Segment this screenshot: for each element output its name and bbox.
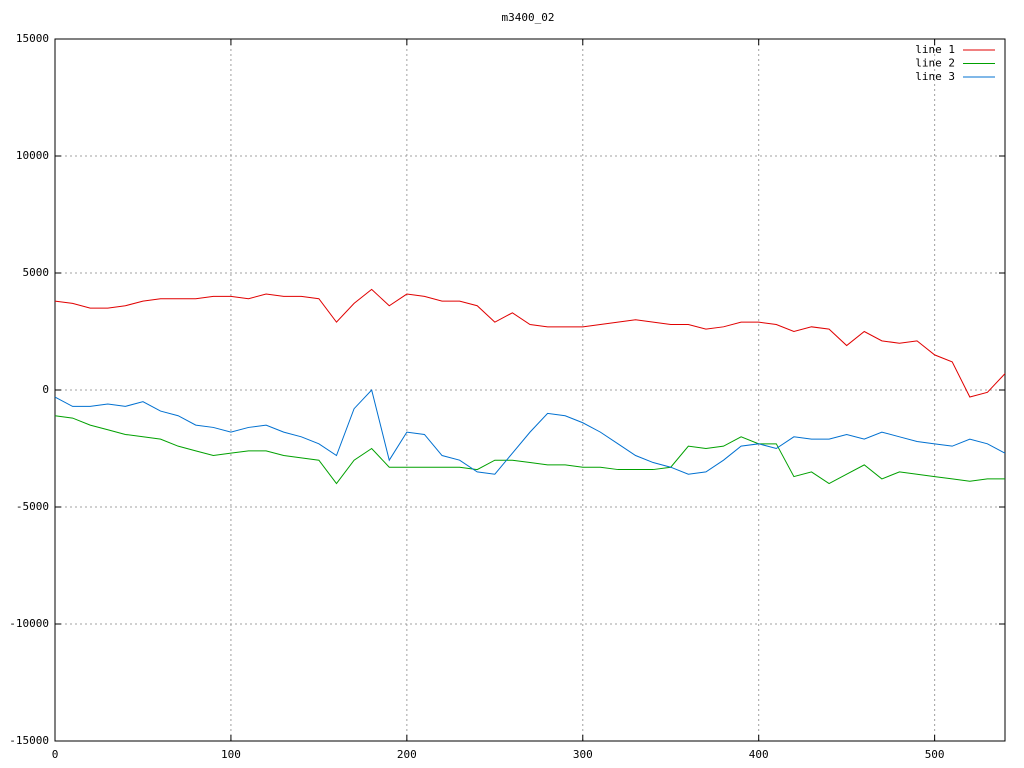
chart-title: m3400_02 bbox=[502, 11, 555, 24]
x-tick-label: 100 bbox=[221, 748, 241, 761]
y-tick-label: -5000 bbox=[16, 500, 49, 513]
x-tick-label: 300 bbox=[573, 748, 593, 761]
x-tick-label: 0 bbox=[52, 748, 59, 761]
legend-label: line 1 bbox=[915, 43, 955, 56]
x-tick-label: 200 bbox=[397, 748, 417, 761]
data-line bbox=[54, 288, 1006, 398]
data-line bbox=[54, 388, 1006, 475]
x-tick-label: 500 bbox=[925, 748, 945, 761]
y-tick-label: -15000 bbox=[9, 734, 49, 747]
y-tick-label: 10000 bbox=[16, 149, 49, 162]
y-tick-label: 5000 bbox=[23, 266, 50, 279]
data-line bbox=[54, 415, 1005, 485]
y-tick-label: 0 bbox=[42, 383, 49, 396]
x-tick-label: 400 bbox=[749, 748, 769, 761]
legend-label: line 3 bbox=[915, 70, 955, 83]
legend-label: line 2 bbox=[915, 57, 955, 70]
y-tick-label: -10000 bbox=[9, 617, 49, 630]
y-tick-label: 15000 bbox=[16, 32, 49, 45]
plot-frame bbox=[54, 38, 1006, 742]
